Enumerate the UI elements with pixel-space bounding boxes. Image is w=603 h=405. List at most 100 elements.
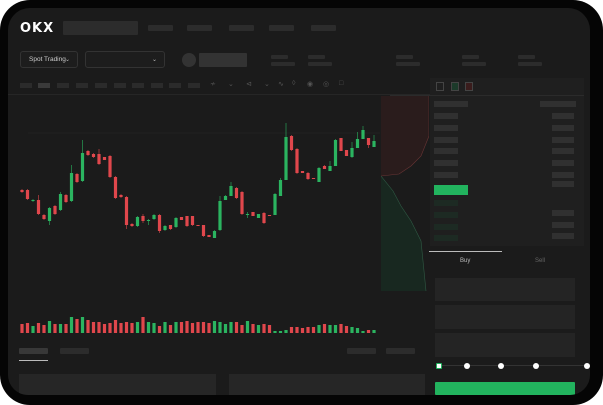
candlestick-chart[interactable] [8, 96, 380, 336]
volume-bar [64, 324, 68, 333]
timeframe-button[interactable] [188, 83, 200, 88]
filter-button[interactable] [347, 348, 376, 354]
amount-input[interactable] [435, 305, 575, 329]
candle [108, 155, 112, 178]
slider-step[interactable] [584, 362, 590, 369]
volume-bar [31, 326, 35, 333]
bid-amount [552, 222, 574, 228]
total-input[interactable] [435, 333, 575, 357]
okx-logo[interactable]: OKX [20, 21, 55, 36]
amount-slider[interactable] [436, 362, 590, 369]
candle [124, 196, 129, 229]
volume-bar [256, 325, 261, 333]
orderbook-bids-icon[interactable] [451, 82, 459, 91]
ask-price[interactable] [434, 113, 458, 119]
ask-price[interactable] [434, 172, 458, 178]
buy-button[interactable] [435, 382, 575, 395]
volume-bar [146, 322, 151, 333]
candle [273, 193, 277, 215]
fullscreen-icon[interactable]: □ [339, 80, 344, 87]
timeframe-button[interactable] [151, 83, 163, 88]
indicator-icon[interactable]: ≁ [210, 81, 216, 88]
volume-bars [20, 317, 376, 333]
candle-body [328, 166, 332, 171]
ask-price[interactable] [434, 160, 458, 166]
candle-body [339, 138, 343, 151]
orderbook-asks-icon[interactable] [465, 82, 473, 91]
timeframe-button[interactable] [114, 83, 126, 88]
stat-value [462, 62, 486, 66]
candle-body [69, 173, 74, 201]
orderbook-both-icon[interactable] [436, 82, 444, 91]
slider-step[interactable] [533, 362, 539, 369]
ruler-icon[interactable]: ◊ [292, 80, 296, 87]
nav-item[interactable] [229, 25, 254, 31]
volume-bar [245, 321, 250, 333]
candle-body [311, 178, 316, 179]
stat-value [271, 62, 295, 66]
volume-bar [108, 323, 112, 333]
candle [311, 178, 316, 179]
nav-item[interactable] [148, 25, 173, 31]
candle-body [229, 186, 233, 196]
candle-body [190, 216, 195, 225]
candle [31, 199, 35, 202]
tab-order-history[interactable] [60, 348, 89, 354]
candle [300, 171, 305, 173]
candle-body [366, 138, 371, 145]
market-select[interactable]: Spot Trading ⌄ [20, 51, 78, 68]
bid-price[interactable] [434, 224, 458, 230]
volume-bar [284, 330, 288, 333]
candle-body [207, 235, 211, 237]
timeframe-button[interactable] [76, 83, 88, 88]
candle [366, 138, 371, 148]
candle-body [240, 192, 244, 214]
candle-body [174, 218, 178, 227]
volume-bar [190, 323, 195, 333]
candle [97, 149, 101, 165]
slider-step[interactable] [498, 362, 504, 369]
candle [245, 212, 250, 218]
timeframe-button[interactable] [95, 83, 107, 88]
ask-price[interactable] [434, 137, 458, 143]
tab-sell[interactable]: Sell [535, 258, 546, 264]
volume-bar [300, 328, 305, 333]
settings-icon[interactable]: ◎ [323, 81, 330, 88]
pair-select[interactable]: ⌄ [85, 51, 165, 68]
bid-price[interactable] [434, 235, 458, 241]
nav-item[interactable] [311, 25, 336, 31]
slider-step[interactable] [464, 362, 470, 369]
bid-price[interactable] [434, 200, 458, 206]
slider-handle[interactable] [436, 362, 442, 369]
volume-bar [333, 325, 338, 333]
camera-icon[interactable]: ◉ [307, 81, 314, 88]
timeframe-button[interactable] [169, 83, 181, 88]
filter-button[interactable] [386, 348, 415, 354]
timeframe-button-active[interactable] [38, 83, 50, 88]
line-tool-icon[interactable]: ⊲ [246, 81, 252, 88]
search-bar[interactable] [63, 21, 138, 35]
timeframe-button[interactable] [57, 83, 69, 88]
candle-body [372, 141, 376, 147]
tab-buy[interactable]: Buy [460, 258, 471, 264]
price-input[interactable] [435, 278, 575, 301]
bid-price[interactable] [434, 212, 458, 218]
candle [317, 167, 321, 182]
chevron-down-icon[interactable]: ⌄ [264, 81, 270, 88]
candle-body [25, 190, 30, 199]
wave-icon[interactable]: ∿ [278, 81, 284, 88]
volume-bar [262, 324, 266, 333]
timeframe-button[interactable] [20, 83, 32, 88]
tab-open-orders[interactable] [19, 348, 48, 354]
nav-item[interactable] [269, 25, 294, 31]
nav-item[interactable] [187, 25, 212, 31]
candle-body [152, 215, 156, 219]
volume-bar [218, 322, 222, 333]
candle-body [36, 200, 41, 214]
ask-price[interactable] [434, 148, 458, 154]
volume-bar [229, 322, 233, 333]
ask-amount [552, 181, 574, 187]
ask-price[interactable] [434, 125, 458, 131]
chevron-down-icon[interactable]: ⌄ [228, 81, 234, 88]
timeframe-button[interactable] [132, 83, 144, 88]
